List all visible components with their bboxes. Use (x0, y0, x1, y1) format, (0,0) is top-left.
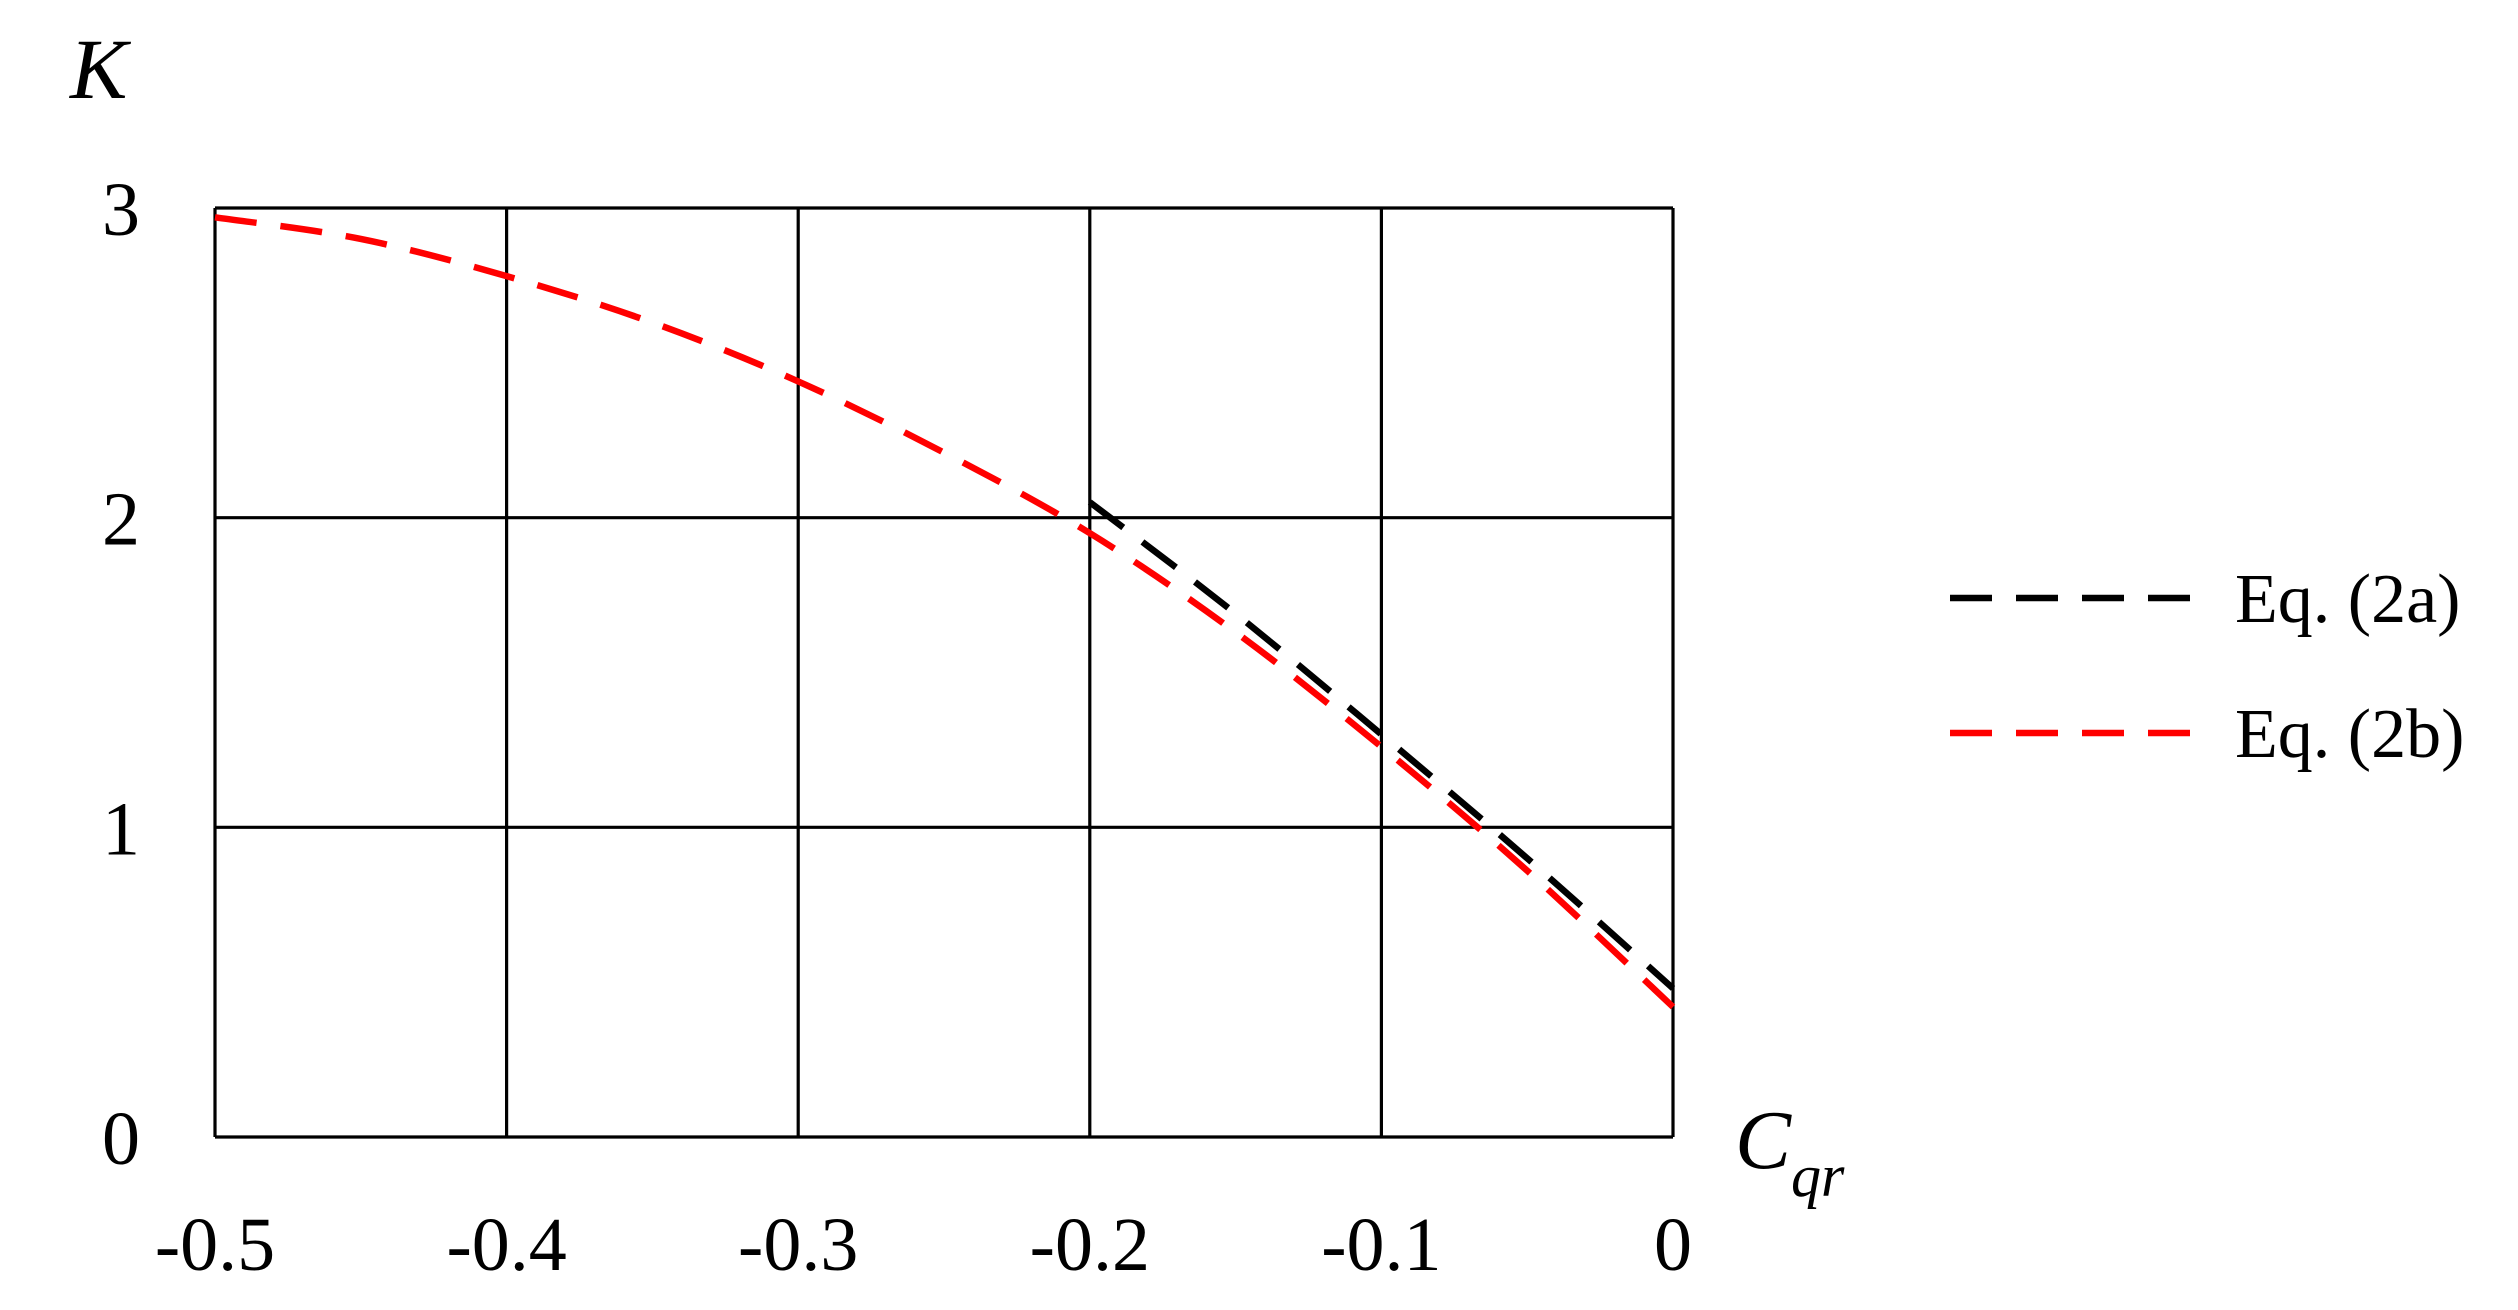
legend-label-eq-2a: Eq. (2a) (2235, 561, 2460, 638)
x-tick-label: 0 (1654, 1203, 1692, 1287)
y-tick-label: 2 (102, 478, 140, 562)
x-axis-label-main: C (1735, 1094, 1792, 1187)
series-group (214, 214, 1676, 1010)
x-tick-labels: -0.5 -0.4 -0.3 -0.2 -0.1 0 (155, 1203, 1692, 1287)
x-tick-label: -0.2 (1030, 1203, 1150, 1287)
x-tick-label: -0.1 (1321, 1203, 1441, 1287)
x-axis-label-subscript: qr (1791, 1143, 1845, 1209)
y-tick-label: 3 (102, 168, 140, 252)
x-tick-label: -0.3 (738, 1203, 858, 1287)
y-tick-label: 0 (102, 1097, 140, 1181)
x-tick-label: -0.5 (155, 1203, 275, 1287)
grid (213, 206, 1675, 1139)
x-tick-label: -0.4 (446, 1203, 566, 1287)
series-line-eq-2a (1087, 499, 1676, 991)
y-tick-labels: 0 1 2 3 (102, 168, 140, 1181)
legend: Eq. (2a) Eq. (2b) (1950, 561, 2464, 773)
legend-label-eq-2b: Eq. (2b) (2235, 696, 2464, 773)
y-tick-label: 1 (102, 787, 140, 871)
x-axis-label: Cqr (1735, 1094, 1845, 1209)
y-axis-label: K (68, 21, 132, 117)
